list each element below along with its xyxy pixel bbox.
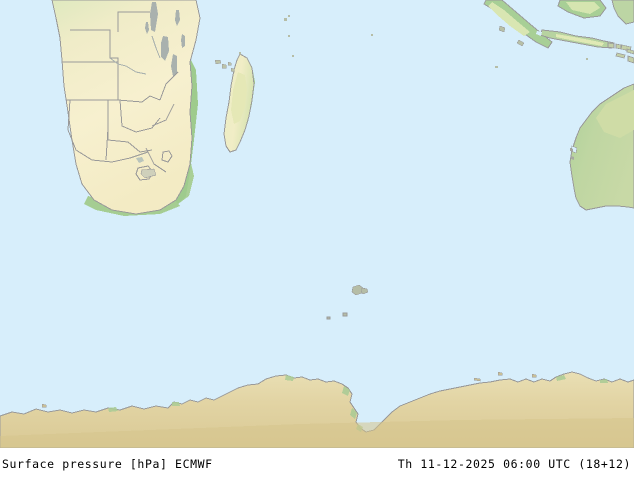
timor-island xyxy=(627,55,634,64)
java-highland xyxy=(556,34,604,46)
mayotte-island xyxy=(230,67,235,73)
rodrigues-island xyxy=(342,312,348,317)
australia-interior-arid xyxy=(596,90,634,138)
flores-island xyxy=(626,48,634,55)
island-speck-4 xyxy=(292,55,294,57)
region-sumatra xyxy=(483,0,553,49)
parameter-label: Surface pressure [hPa] ECMWF xyxy=(2,457,213,471)
nias-island xyxy=(498,25,506,33)
region-comoros xyxy=(214,59,235,73)
australia-cape-rocks xyxy=(570,148,574,160)
region-lesser-sunda-islands xyxy=(607,42,634,64)
java-sunda-strait xyxy=(536,31,542,36)
island-speck-7 xyxy=(495,66,498,68)
map-graphic xyxy=(0,0,634,448)
inland-water-2 xyxy=(140,168,157,179)
tromelin-island xyxy=(326,316,331,320)
sulawesi-landmass xyxy=(611,0,634,25)
region-madagascar xyxy=(223,53,255,153)
map-canvas[interactable] xyxy=(0,0,634,448)
island-speck-2 xyxy=(288,15,290,17)
lesotho-outline xyxy=(135,165,154,181)
island-speck-1 xyxy=(284,18,287,21)
region-western-australia xyxy=(569,83,634,211)
valid-time-label: Th 11-12-2025 06:00 UTC (18+12) xyxy=(397,457,631,471)
region-mascarene-islands xyxy=(326,284,369,320)
region-southern-africa xyxy=(51,0,201,216)
antarctica-interior-shading xyxy=(0,418,634,448)
region-borneo-sulawesi xyxy=(557,0,634,25)
mauritius-island xyxy=(360,287,369,295)
swaziland-outline xyxy=(161,150,173,163)
bali-island xyxy=(607,42,615,49)
small-ocean-islands xyxy=(239,15,588,68)
inland-water-1 xyxy=(136,157,144,163)
comoros-island-1 xyxy=(214,59,222,65)
madagascar-highland xyxy=(231,72,247,124)
antarctica-ice-fragments xyxy=(41,371,537,408)
island-speck-8 xyxy=(586,58,588,60)
map-caption-bar: Surface pressure [hPa] ECMWF Th 11-12-20… xyxy=(0,448,634,490)
kalimantan-highland xyxy=(566,2,600,14)
comoros-island-3 xyxy=(227,61,232,66)
sumba-island xyxy=(615,52,626,59)
lombok-island xyxy=(615,43,622,50)
africa-country-borders xyxy=(62,11,179,173)
mentawai-island xyxy=(516,39,525,47)
island-speck-6 xyxy=(239,52,241,54)
region-antarctica xyxy=(0,371,634,448)
sumatra-highland xyxy=(488,2,530,36)
island-speck-3 xyxy=(288,35,290,37)
island-speck-5 xyxy=(371,34,373,36)
comoros-island-2 xyxy=(221,63,227,69)
african-rivers xyxy=(109,35,161,75)
african-lakes xyxy=(145,2,185,76)
